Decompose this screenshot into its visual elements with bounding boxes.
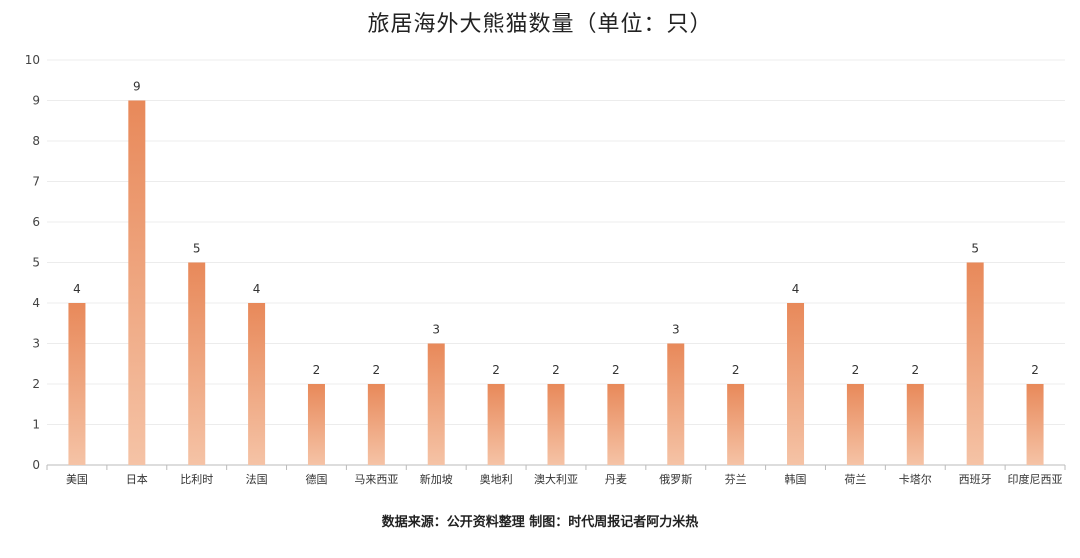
y-tick-label: 1 <box>32 418 40 432</box>
data-label: 2 <box>492 363 500 377</box>
data-label: 4 <box>73 282 81 296</box>
x-tick-label: 奥地利 <box>480 472 513 486</box>
y-tick-label: 6 <box>32 215 40 229</box>
data-label: 2 <box>552 363 560 377</box>
bar <box>1026 384 1044 465</box>
data-label: 2 <box>852 363 860 377</box>
y-tick-label: 3 <box>32 337 40 351</box>
bar <box>367 384 385 465</box>
bar <box>846 384 864 465</box>
data-label: 4 <box>792 282 800 296</box>
x-tick-label: 西班牙 <box>959 473 992 486</box>
x-tick-label: 法国 <box>246 472 268 486</box>
bar <box>667 343 685 465</box>
axes: 0 1 2 3 4 5 6 7 8 9 10 <box>25 53 1066 472</box>
y-tick-label: 9 <box>32 94 40 108</box>
y-tick-label: 8 <box>32 134 40 148</box>
x-tick-label: 俄罗斯 <box>659 473 692 486</box>
x-tick-label: 日本 <box>126 472 148 486</box>
x-tick-label: 美国 <box>66 473 88 486</box>
data-label: 2 <box>1031 363 1039 377</box>
bar <box>547 384 565 465</box>
chart-title: 旅居海外大熊猫数量（单位：只） <box>367 12 713 37</box>
y-tick-label: 2 <box>32 377 40 391</box>
data-label: 5 <box>193 242 201 256</box>
y-tick-label: 4 <box>32 296 40 310</box>
data-label: 2 <box>373 363 381 377</box>
labels: 4 美国 9 日本 5 比利时 4 法国 2 德国 2 马来西亚 3 新加坡 2 奥地利 2 澳大利亚 2 丹麦 3 俄罗… <box>66 80 1063 487</box>
data-label: 4 <box>253 282 261 296</box>
bar <box>128 100 146 465</box>
bar <box>427 343 445 465</box>
x-tick-label: 韩国 <box>785 472 807 486</box>
bar-chart: 0 1 2 3 4 5 6 7 8 9 10 4 美国 9 日本 5 比利时 4 法国 2 德国 2 马来西亚 3 新加坡 2 奥… <box>25 53 1066 487</box>
bar <box>188 262 206 465</box>
x-tick-label: 芬兰 <box>725 473 747 486</box>
y-tick-label: 7 <box>32 175 40 189</box>
bar <box>727 384 745 465</box>
x-tick-label: 澳大利亚 <box>534 472 578 486</box>
x-tick-label: 新加坡 <box>420 472 453 486</box>
bar <box>68 303 86 465</box>
data-label: 2 <box>313 363 321 377</box>
y-tick-label: 0 <box>32 458 40 472</box>
x-tick-label: 德国 <box>305 472 327 486</box>
data-label: 2 <box>732 363 740 377</box>
bar <box>787 303 805 465</box>
data-label: 3 <box>672 323 680 337</box>
y-tick-label: 10 <box>25 53 40 67</box>
bar <box>966 262 984 465</box>
bar <box>906 384 924 465</box>
data-label: 3 <box>432 323 440 337</box>
x-tick-label: 卡塔尔 <box>899 473 932 486</box>
x-tick-label: 印度尼西亚 <box>1008 472 1063 486</box>
x-tick-label: 丹麦 <box>605 473 627 486</box>
bars <box>68 100 1044 465</box>
source-note: 数据来源：公开资料整理 制图：时代周报记者阿力米热 <box>381 515 699 530</box>
data-label: 9 <box>133 80 141 94</box>
data-label: 5 <box>971 242 979 256</box>
bar <box>487 384 505 465</box>
bar <box>307 384 325 465</box>
bar <box>248 303 266 465</box>
bar <box>607 384 625 465</box>
x-tick-label: 荷兰 <box>844 473 866 486</box>
y-tick-label: 5 <box>32 256 40 270</box>
x-tick-label: 马来西亚 <box>354 473 398 486</box>
data-label: 2 <box>612 363 620 377</box>
x-tick-label: 比利时 <box>180 473 213 486</box>
data-label: 2 <box>911 363 919 377</box>
